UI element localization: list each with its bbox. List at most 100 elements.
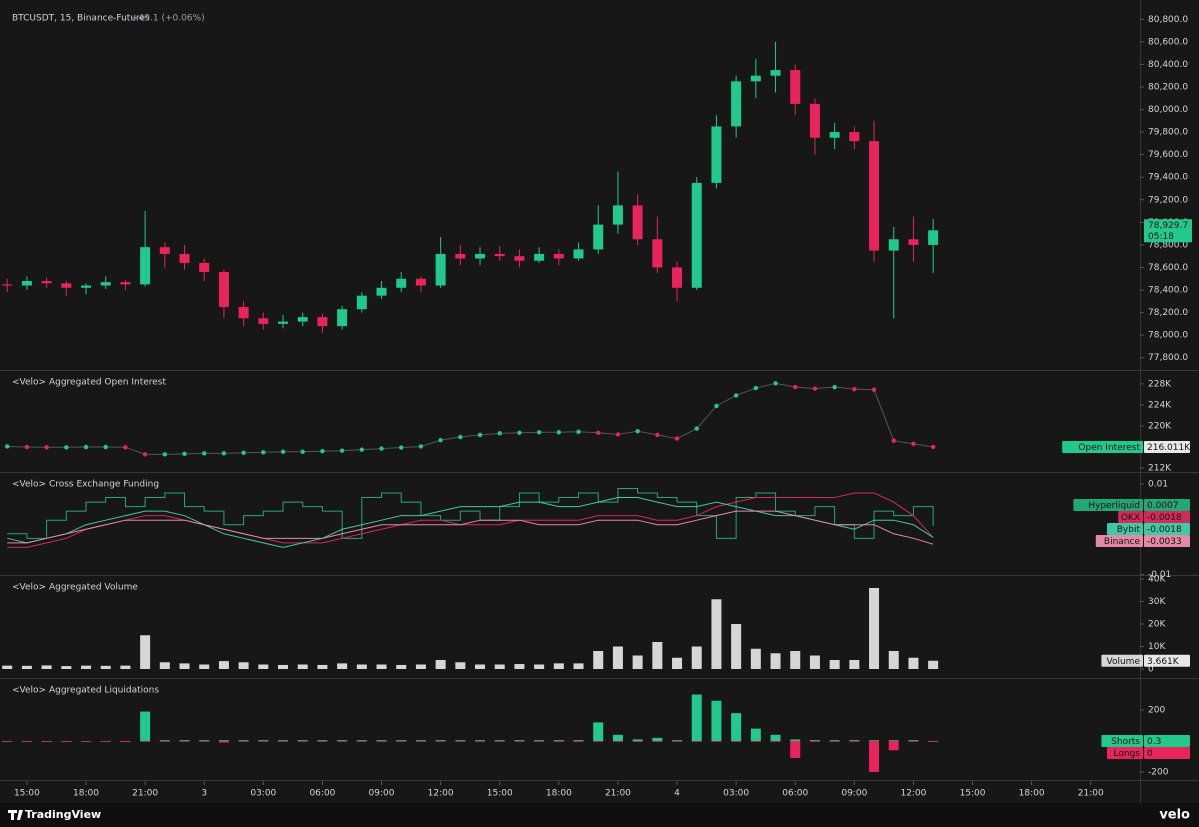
x-tick-label: 21:00	[132, 789, 158, 799]
last-value-label: 3.661K	[1147, 657, 1180, 667]
x-tick-label: 12:00	[428, 789, 454, 799]
bar	[809, 740, 820, 742]
bar	[770, 734, 781, 741]
last-value-label: -0.0033	[1147, 537, 1182, 547]
series-point	[261, 450, 266, 455]
candle-body	[455, 253, 466, 259]
series-point	[103, 444, 108, 450]
bar	[2, 740, 13, 742]
candle-body	[396, 278, 407, 288]
candle-body	[652, 239, 663, 268]
bar	[553, 663, 564, 670]
legend-name: Hyperliquid	[1088, 501, 1140, 511]
bar	[534, 740, 545, 742]
candle-body	[750, 75, 761, 82]
y-tick-label: 80,400.0	[1148, 60, 1188, 70]
bar	[337, 740, 348, 742]
candle-body	[2, 284, 13, 286]
y-tick-label: 30K	[1148, 597, 1166, 607]
bar	[455, 662, 466, 670]
pane-title: <Velo> Aggregated Liquidations	[12, 686, 159, 696]
legend-name: Open Interest	[1078, 443, 1140, 453]
tradingview-logo	[8, 810, 23, 820]
bar	[435, 740, 446, 742]
bar	[159, 662, 170, 670]
legend-name-box	[1107, 523, 1143, 535]
series-point	[793, 384, 798, 390]
bar	[534, 740, 545, 742]
bar	[790, 651, 801, 670]
last-value-label-box	[1144, 746, 1190, 759]
bar	[120, 665, 131, 670]
series-line	[7, 510, 934, 545]
bar	[238, 740, 249, 742]
candle-body	[356, 295, 367, 310]
bar	[376, 664, 387, 670]
y-tick-label: 78,000.0	[1148, 331, 1188, 341]
x-tick-label: 03:00	[723, 789, 749, 799]
candle-body	[928, 230, 939, 245]
bar	[750, 728, 761, 741]
bar	[218, 740, 229, 742]
series-point	[418, 444, 424, 449]
bar	[928, 660, 939, 670]
candle-body	[731, 81, 742, 127]
series-point	[615, 432, 621, 437]
bar	[376, 740, 387, 742]
series-point	[221, 451, 227, 456]
candle-body	[317, 317, 328, 327]
x-tick-label: 03:00	[250, 789, 276, 799]
candle-body	[711, 126, 722, 183]
bar	[337, 663, 348, 670]
candle-body	[573, 249, 584, 259]
bar	[888, 740, 899, 742]
bar	[297, 740, 308, 742]
bar	[41, 740, 52, 742]
bar	[888, 651, 899, 670]
candle-body	[593, 224, 604, 250]
legend-name-box	[1118, 511, 1143, 523]
series-point	[536, 430, 542, 435]
y-tick-label: 0	[1148, 665, 1154, 675]
candle-body	[199, 262, 210, 272]
bar	[218, 740, 229, 743]
x-tick-label: 3	[201, 789, 207, 799]
bar	[435, 740, 446, 742]
bar	[632, 740, 643, 742]
series-line	[7, 492, 934, 548]
candle-body	[337, 309, 348, 327]
x-tick-label: 15:00	[487, 789, 513, 799]
candle-body	[514, 256, 525, 261]
bar	[317, 740, 328, 742]
series-point	[44, 445, 49, 450]
bar	[140, 711, 151, 741]
bar	[869, 740, 880, 742]
series-point	[694, 426, 699, 431]
last-value-label-box	[1144, 523, 1190, 535]
series-line	[7, 382, 934, 455]
y-tick-label: 220K	[1148, 421, 1172, 431]
bar	[612, 646, 623, 670]
candle-body	[888, 239, 899, 251]
bar	[829, 660, 840, 670]
bar	[218, 661, 229, 670]
bar	[514, 664, 525, 670]
series-point	[930, 444, 936, 450]
bar	[553, 740, 564, 742]
y-tick-label: 79,400.0	[1148, 173, 1188, 183]
bar	[770, 740, 781, 742]
bar	[396, 664, 407, 670]
candle-body	[790, 70, 801, 104]
x-tick-label: 06:00	[782, 789, 808, 799]
series-point	[871, 387, 877, 392]
candle-body	[869, 141, 880, 251]
bar	[258, 740, 269, 742]
bar	[849, 740, 860, 742]
chart-title: BTCUSDT, 15, Binance-Futures	[12, 14, 150, 24]
y-tick-label: 40K	[1148, 575, 1166, 585]
last-value-label-box	[1144, 511, 1190, 523]
brand-velo: velo	[1159, 808, 1190, 823]
series-point	[5, 444, 10, 449]
y-tick-label: 78,200.0	[1148, 308, 1188, 318]
candle-body	[140, 247, 151, 285]
